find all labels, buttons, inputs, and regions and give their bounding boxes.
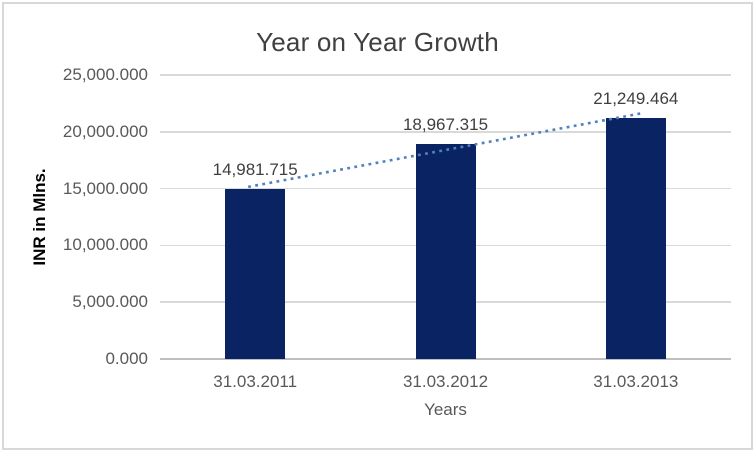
x-tick-label: 31.03.2012 bbox=[402, 372, 489, 391]
data-label: 18,967.315 bbox=[402, 114, 489, 134]
y-tick-label: 10,000.000 bbox=[62, 235, 148, 255]
y-tick-label: 25,000.000 bbox=[62, 65, 148, 84]
data-label: 21,249.464 bbox=[593, 88, 679, 108]
x-axis-title: Years bbox=[424, 400, 467, 419]
x-axis-line bbox=[160, 358, 731, 360]
bar bbox=[225, 188, 286, 359]
data-label: 14,981.715 bbox=[212, 159, 298, 179]
gridline bbox=[160, 74, 731, 76]
x-tick-label: 31.03.2013 bbox=[593, 372, 679, 391]
x-tick-label: 31.03.2011 bbox=[213, 372, 298, 391]
y-tick-label: 5,000.000 bbox=[72, 292, 148, 312]
bar bbox=[415, 143, 476, 359]
y-tick-label: 15,000.000 bbox=[62, 178, 148, 198]
y-tick-label: 0.000 bbox=[105, 349, 148, 368]
bar bbox=[605, 117, 666, 359]
chart-title: Year on Year Growth bbox=[256, 27, 499, 57]
y-tick-label: 20,000.000 bbox=[62, 121, 148, 141]
